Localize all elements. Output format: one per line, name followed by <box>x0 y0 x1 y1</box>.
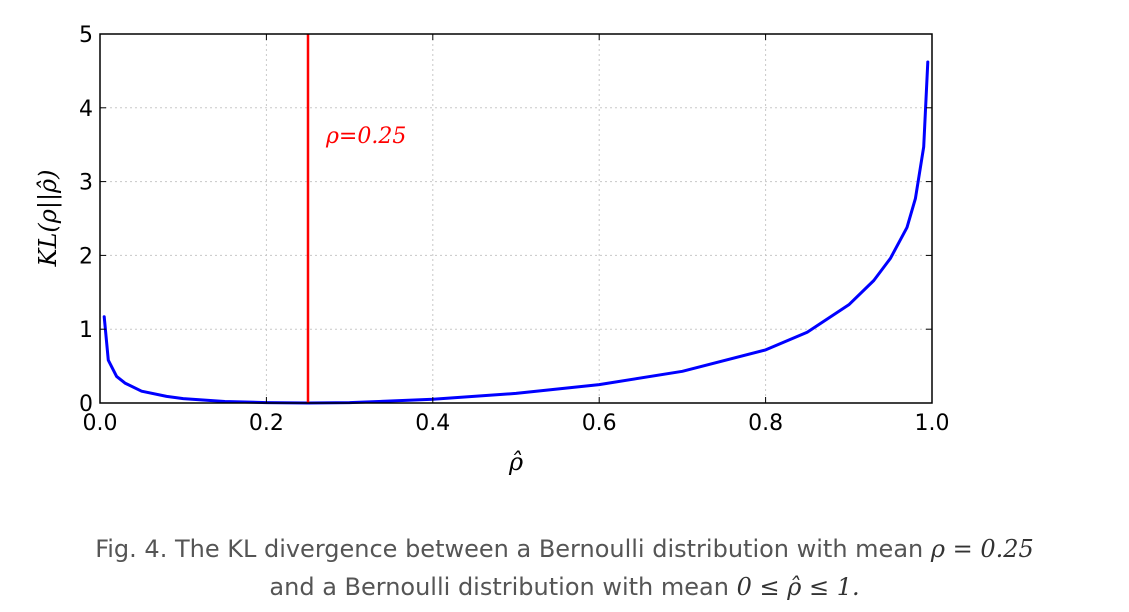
y-tick-label: 2 <box>79 244 93 269</box>
axis-ticks: 0.0 0.2 0.4 0.6 0.8 1.0 0 1 2 3 4 5 <box>79 23 950 436</box>
y-tick-label: 5 <box>79 23 93 48</box>
y-tick-label: 0 <box>79 392 93 417</box>
x-tick-label: 0.6 <box>582 411 617 436</box>
grid-lines <box>100 34 932 403</box>
x-tick-label: 0.2 <box>249 411 284 436</box>
y-tick-label: 4 <box>79 97 93 122</box>
caption-line1-math: ρ = 0.25 <box>930 535 1034 563</box>
kl-curve-line <box>102 60 930 405</box>
x-axis-label: ρ̂ <box>508 448 523 476</box>
x-tick-label: 0.0 <box>83 411 118 436</box>
y-tick-label: 1 <box>79 318 93 343</box>
x-tick-label: 1.0 <box>915 411 950 436</box>
caption-line2-math: 0 ≤ ρ̂ ≤ 1. <box>736 573 860 601</box>
caption-line1-text: Fig. 4. The KL divergence between a Bern… <box>95 535 931 563</box>
plot-frame <box>99 33 933 404</box>
y-tick-label: 3 <box>79 171 93 196</box>
rho-annotation-label: ρ=0.25 <box>325 124 406 149</box>
x-tick-label: 0.4 <box>415 411 450 436</box>
series-layer <box>102 60 930 405</box>
caption-line2-text: and a Bernoulli distribution with mean <box>269 573 737 601</box>
annotation-layer: ρ=0.25 <box>306 34 406 403</box>
x-tick-label: 0.8 <box>748 411 783 436</box>
kl-divergence-chart: ρ=0.25 0.0 0.2 0.4 0.6 0.8 1.0 0 1 2 3 4 5 ρ̂ KL(ρ|… <box>34 23 950 476</box>
y-axis-label: KL(ρ||ρ̂) <box>34 170 63 268</box>
caption-line-1: Fig. 4. The KL divergence between a Bern… <box>0 530 1129 568</box>
caption-line-2: and a Bernoulli distribution with mean 0… <box>0 568 1129 606</box>
